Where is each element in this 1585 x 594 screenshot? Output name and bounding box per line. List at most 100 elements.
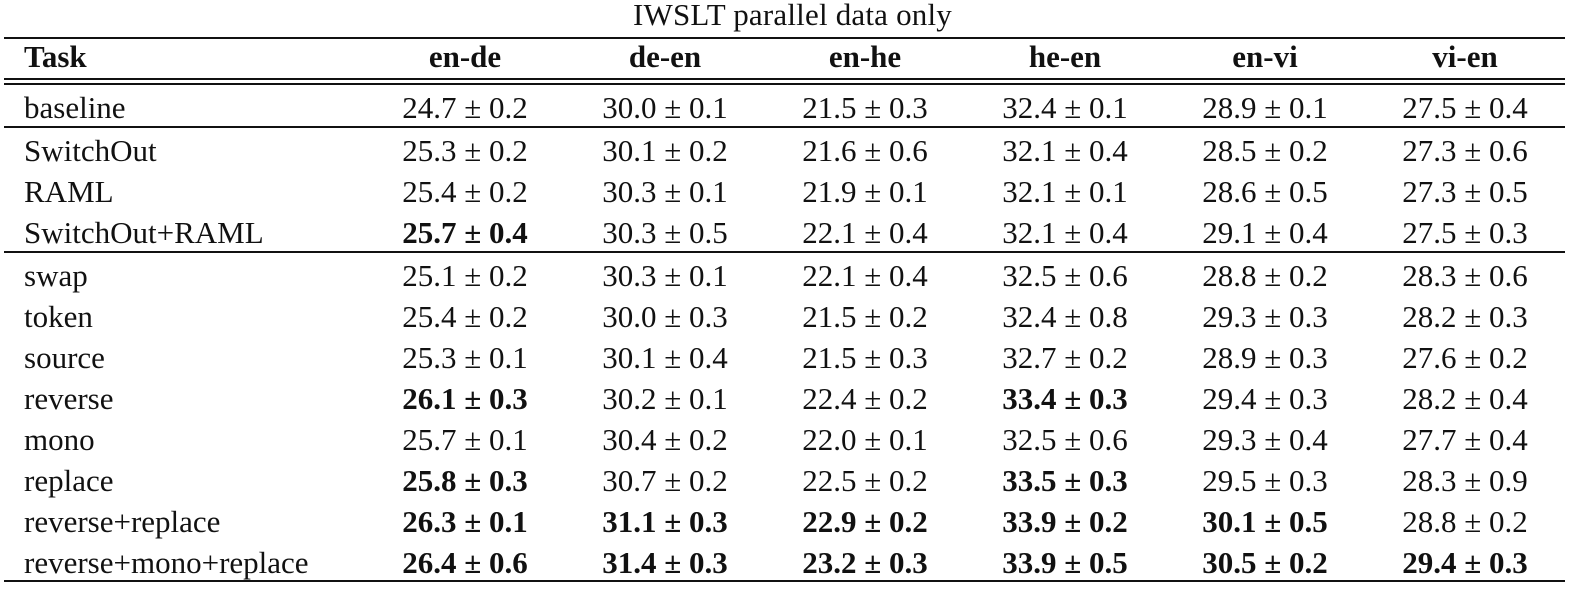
score-value-best: 26.3 ± 0.1 <box>402 503 528 539</box>
score-value: 30.1 ± 0.4 <box>602 339 728 375</box>
score-value: 28.5 ± 0.2 <box>1202 132 1328 168</box>
score-cell: 29.4 ± 0.3 <box>1365 542 1565 583</box>
score-cell: 31.1 ± 0.3 <box>565 501 765 542</box>
score-value: 32.4 ± 0.8 <box>1002 298 1128 334</box>
table-row: reverse 26.1 ± 0.3 30.2 ± 0.1 22.4 ± 0.2 33.… <box>4 378 1565 419</box>
score-value: 30.4 ± 0.2 <box>602 421 728 457</box>
score-value: 27.5 ± 0.4 <box>1402 89 1528 125</box>
task-name-cell: swap <box>24 257 88 293</box>
score-cell: 29.1 ± 0.4 <box>1165 212 1365 253</box>
score-cell: 32.7 ± 0.2 <box>965 337 1165 378</box>
score-value: 30.1 ± 0.2 <box>602 132 728 168</box>
score-value: 28.9 ± 0.1 <box>1202 89 1328 125</box>
score-cell: 21.5 ± 0.2 <box>765 296 965 337</box>
score-value: 29.4 ± 0.3 <box>1202 380 1328 416</box>
score-value: 21.9 ± 0.1 <box>802 173 928 209</box>
score-cell: 21.6 ± 0.6 <box>765 130 965 171</box>
score-cell: 29.5 ± 0.3 <box>1165 460 1365 501</box>
score-value: 28.2 ± 0.4 <box>1402 380 1528 416</box>
score-cell: 25.3 ± 0.2 <box>365 130 565 171</box>
score-value: 25.4 ± 0.2 <box>402 298 528 334</box>
score-cell: 28.9 ± 0.3 <box>1165 337 1365 378</box>
score-value: 32.1 ± 0.4 <box>1002 214 1128 250</box>
score-cell: 21.9 ± 0.1 <box>765 171 965 212</box>
score-value: 22.1 ± 0.4 <box>802 214 928 250</box>
score-cell: 25.7 ± 0.1 <box>365 419 565 460</box>
table-row: reverse+replace 26.3 ± 0.1 31.1 ± 0.3 22.9 … <box>4 501 1565 542</box>
table-row: RAML 25.4 ± 0.2 30.3 ± 0.1 21.9 ± 0.1 32.1 ±… <box>4 171 1565 212</box>
score-value: 25.7 ± 0.1 <box>402 421 528 457</box>
task-name-cell: reverse <box>24 380 114 416</box>
score-value-best: 33.9 ± 0.5 <box>1002 544 1128 580</box>
score-value-best: 26.4 ± 0.6 <box>402 544 528 580</box>
table-row: reverse+mono+replace 26.4 ± 0.6 31.4 ± 0.3… <box>4 542 1565 583</box>
score-cell: 27.5 ± 0.4 <box>1365 87 1565 128</box>
score-value: 21.5 ± 0.2 <box>802 298 928 334</box>
score-cell: 26.3 ± 0.1 <box>365 501 565 542</box>
score-cell: 30.4 ± 0.2 <box>565 419 765 460</box>
score-value: 29.3 ± 0.4 <box>1202 421 1328 457</box>
group-separator-rule-2 <box>4 251 1565 253</box>
score-value: 25.4 ± 0.2 <box>402 173 528 209</box>
score-value: 27.3 ± 0.6 <box>1402 132 1528 168</box>
table-header: Task en-de de-en en-he he-en en-vi vi-en <box>4 37 1565 77</box>
score-value-best: 22.9 ± 0.2 <box>802 503 928 539</box>
score-value-best: 23.2 ± 0.3 <box>802 544 928 580</box>
task-name-cell: SwitchOut <box>24 132 157 168</box>
score-value-best: 29.4 ± 0.3 <box>1402 544 1528 580</box>
score-value: 28.2 ± 0.3 <box>1402 298 1528 334</box>
score-value: 27.6 ± 0.2 <box>1402 339 1528 375</box>
score-cell: 28.2 ± 0.3 <box>1365 296 1565 337</box>
task-name-cell: replace <box>24 462 114 498</box>
score-value-best: 30.1 ± 0.5 <box>1202 503 1328 539</box>
score-value-best: 33.9 ± 0.2 <box>1002 503 1128 539</box>
score-value: 21.5 ± 0.3 <box>802 89 928 125</box>
table-body: baseline 24.7 ± 0.2 30.0 ± 0.1 21.5 ± 0.3 32… <box>4 77 1565 583</box>
score-cell: 32.1 ± 0.4 <box>965 130 1165 171</box>
task-name-cell: token <box>24 298 93 334</box>
score-value-best: 31.1 ± 0.3 <box>602 503 728 539</box>
table-row: mono 25.7 ± 0.1 30.4 ± 0.2 22.0 ± 0.1 32.5 ±… <box>4 419 1565 460</box>
table-caption: IWSLT parallel data only <box>632 0 953 32</box>
score-value: 25.1 ± 0.2 <box>402 257 528 293</box>
score-cell: 31.4 ± 0.3 <box>565 542 765 583</box>
score-cell: 26.4 ± 0.6 <box>365 542 565 583</box>
score-cell: 33.9 ± 0.2 <box>965 501 1165 542</box>
score-cell: 30.5 ± 0.2 <box>1165 542 1365 583</box>
header-en-vi: en-vi <box>1232 39 1298 74</box>
table-row: SwitchOut+RAML 25.7 ± 0.4 30.3 ± 0.5 22.1 ±… <box>4 212 1565 253</box>
score-value: 25.3 ± 0.2 <box>402 132 528 168</box>
task-name-cell: baseline <box>24 89 126 125</box>
score-value: 32.1 ± 0.1 <box>1002 173 1128 209</box>
score-cell: 29.3 ± 0.4 <box>1165 419 1365 460</box>
score-value: 32.1 ± 0.4 <box>1002 132 1128 168</box>
header-double-rule-upper <box>4 78 1565 80</box>
score-value-best: 33.4 ± 0.3 <box>1002 380 1128 416</box>
score-cell: 30.1 ± 0.4 <box>565 337 765 378</box>
task-name-cell: source <box>24 339 105 375</box>
score-cell: 22.1 ± 0.4 <box>765 212 965 253</box>
table-row: swap 25.1 ± 0.2 30.3 ± 0.1 22.1 ± 0.4 32.5 ±… <box>4 255 1565 296</box>
score-value: 32.7 ± 0.2 <box>1002 339 1128 375</box>
score-cell: 29.4 ± 0.3 <box>1165 378 1365 419</box>
score-cell: 22.1 ± 0.4 <box>765 255 965 296</box>
score-value: 22.5 ± 0.2 <box>802 462 928 498</box>
score-cell: 32.4 ± 0.1 <box>965 87 1165 128</box>
score-value: 29.5 ± 0.3 <box>1202 462 1328 498</box>
header-vi-en: vi-en <box>1432 39 1498 74</box>
score-value: 30.2 ± 0.1 <box>602 380 728 416</box>
task-name-cell: reverse+replace <box>24 503 221 539</box>
score-value: 32.5 ± 0.6 <box>1002 421 1128 457</box>
score-cell: 33.5 ± 0.3 <box>965 460 1165 501</box>
score-cell: 28.3 ± 0.6 <box>1365 255 1565 296</box>
score-cell: 21.5 ± 0.3 <box>765 87 965 128</box>
task-name-cell: RAML <box>24 173 114 209</box>
score-value-best: 30.5 ± 0.2 <box>1202 544 1328 580</box>
header-de-en: de-en <box>628 39 702 74</box>
score-cell: 25.8 ± 0.3 <box>365 460 565 501</box>
table-row: SwitchOut 25.3 ± 0.2 30.1 ± 0.2 21.6 ± 0.6 3… <box>4 130 1565 171</box>
score-value: 24.7 ± 0.2 <box>402 89 528 125</box>
header-task: Task <box>24 39 87 74</box>
header-en-de: en-de <box>428 39 502 74</box>
score-value: 27.5 ± 0.3 <box>1402 214 1528 250</box>
